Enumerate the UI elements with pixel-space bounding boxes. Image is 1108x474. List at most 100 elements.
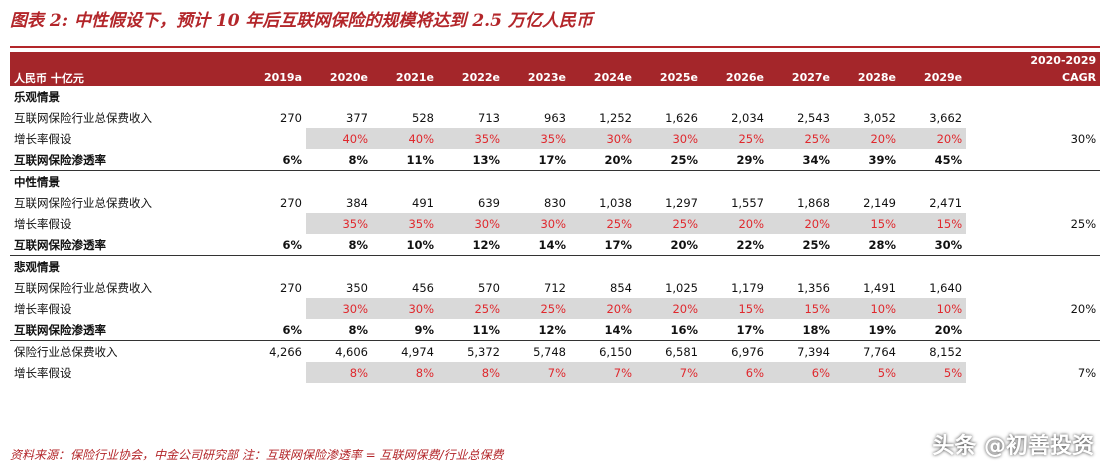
empty-cell [702,255,768,277]
empty-cell [438,86,504,107]
year-header: 2026e [702,69,768,86]
data-row: 互联网保险行业总保费收入 270 384 491 639 830 1,038 1,297 1,5… [10,192,1100,213]
data-row: 互联网保险行业总保费收入 270 377 528 713 963 1,252 1,626 2,0… [10,107,1100,128]
row-label: 保险行业总保费收入 [10,340,240,362]
section-name: 中性情景 [10,170,240,192]
year-header: 2028e [834,69,900,86]
value-cell: 20% [670,237,698,252]
data-row: 互联网保险行业总保费收入 270 350 456 570 712 854 1,025 1,179… [10,277,1100,298]
value-cell: 5,748 [504,340,570,362]
value-cell: 10% [900,298,967,319]
value-cell: 11% [406,152,434,167]
year-header: 2021e [372,69,438,86]
cagr-cell: 30% [1070,131,1097,146]
year-header: 2020e [306,69,372,86]
empty-cell [834,255,900,277]
value-cell: 8% [372,362,438,383]
empty-cell [504,170,570,192]
value-cell: 384 [346,195,368,210]
data-row: 增长率假设 30% 30% 25% 25% 20% 20% 15% 15% 10% 10% 20% [10,298,1100,319]
empty-cell [900,255,967,277]
header-row: 2020-2029 [10,52,1101,69]
value-cell: 9% [414,322,434,337]
value-cell: 1,640 [929,280,963,295]
data-table: 2020-2029 人民币 十亿元 2019a 2020e 2021e 2022e 2023… [10,52,1101,383]
value-cell: 15% [768,298,834,319]
unit-header: 人民币 十亿元 [10,69,240,86]
value-cell: 377 [346,110,368,125]
data-row: 增长率假设 35% 35% 30% 30% 25% 25% 20% 20% 15% 15% 25% [10,213,1100,234]
value-cell: 270 [280,195,302,210]
cagr-cell: 7% [1077,365,1097,380]
year-header: 2023e [504,69,570,86]
value-cell: 7% [570,362,636,383]
empty-cell [834,170,900,192]
empty-cell [900,86,966,107]
value-cell: 639 [478,195,500,210]
value-cell: 25% [670,152,698,167]
value-cell: 20% [570,298,636,319]
empty-cell [966,255,1101,277]
data-row: 互联网保险渗透率 6% 8% 11% 13% 17% 20% 25% 29% 34% 39% 45% [10,149,1100,171]
empty-cell [900,170,967,192]
value-cell: 8% [306,362,372,383]
value-cell: 30% [636,128,702,149]
value-cell: 270 [280,110,302,125]
value-cell: 25% [636,213,702,234]
row-label: 互联网保险行业总保费收入 [14,280,152,295]
value-cell: 25% [702,128,768,149]
value-cell: 15% [702,298,768,319]
section-row: 悲观情景 [10,255,1101,277]
value-cell: 4,606 [306,340,372,362]
empty-cell [240,255,306,277]
value-cell [240,128,306,149]
value-cell: 35% [306,213,372,234]
empty-cell [636,86,702,107]
value-cell: 29% [736,152,764,167]
row-label: 增长率假设 [14,216,72,231]
value-cell: 6,581 [636,340,702,362]
value-cell: 1,557 [731,195,764,210]
cagr-cell [966,107,1100,128]
value-cell: 7,394 [768,340,834,362]
value-cell: 13% [472,152,500,167]
value-cell: 1,025 [665,280,698,295]
row-label: 互联网保险渗透率 [14,322,106,337]
empty-cell [636,255,702,277]
value-cell: 854 [610,280,632,295]
data-row: 增长率假设 40% 40% 35% 35% 30% 30% 25% 25% 20% 20% 30% [10,128,1100,149]
year-header: 2022e [438,69,504,86]
section-name: 乐观情景 [14,89,60,104]
value-cell: 22% [736,237,764,252]
value-cell: 30% [570,128,636,149]
title-rule [10,46,1100,48]
data-row: 互联网保险渗透率 6% 8% 10% 12% 14% 17% 20% 22% 25% 28% 30% [10,234,1100,256]
year-header: 2025e [636,69,702,86]
header-row: 人民币 十亿元 2019a 2020e 2021e 2022e 2023e 2024e 202… [10,69,1101,86]
value-cell: 270 [280,280,302,295]
empty-cell [636,170,702,192]
table-head: 2020-2029 人民币 十亿元 2019a 2020e 2021e 2022e 2023… [10,52,1101,86]
value-cell: 30% [438,213,504,234]
value-cell: 18% [802,322,830,337]
value-cell: 6% [282,237,302,252]
empty-cell [966,86,1100,107]
value-cell: 6% [282,152,302,167]
year-header: 2019a [240,69,306,86]
row-label: 互联网保险行业总保费收入 [14,195,152,210]
value-cell: 5% [900,362,967,383]
section-row: 中性情景 [10,170,1101,192]
value-cell: 7% [504,362,570,383]
value-cell: 1,868 [797,195,830,210]
value-cell: 1,179 [731,280,764,295]
value-cell: 25% [504,298,570,319]
empty-cell [504,86,570,107]
value-cell: 2,034 [731,110,764,125]
section-row: 乐观情景 [10,86,1100,107]
value-cell: 40% [306,128,372,149]
empty-cell [504,255,570,277]
empty-cell [768,86,834,107]
value-cell: 20% [636,298,702,319]
value-cell: 456 [412,280,434,295]
value-cell: 1,038 [599,195,632,210]
